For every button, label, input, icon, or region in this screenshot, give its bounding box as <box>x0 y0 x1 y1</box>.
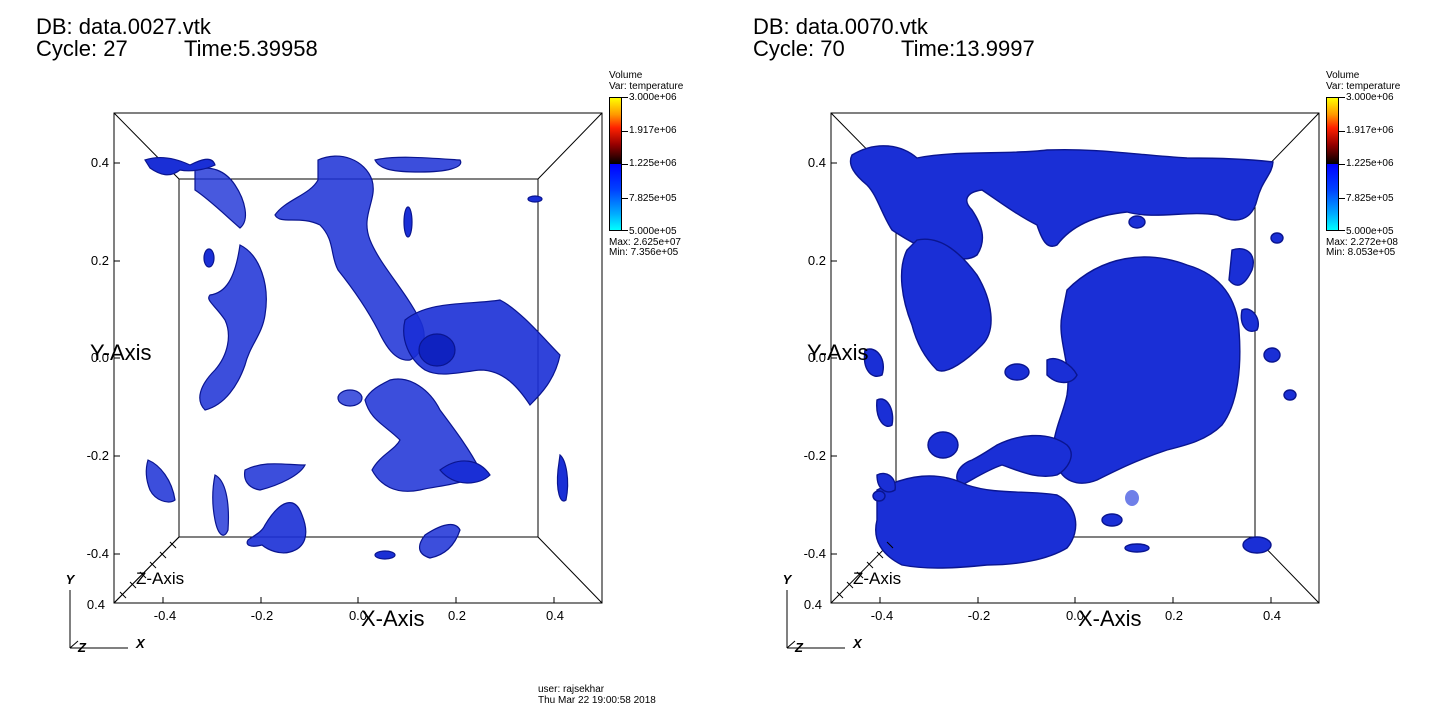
x-tick-label: -0.2 <box>251 608 273 623</box>
colorbar-tick: 1.917e+06 <box>1346 125 1394 136</box>
cycle-time-label: Cycle: 27 Time:5.39958 <box>36 36 318 61</box>
x-tick-label: -0.2 <box>968 608 990 623</box>
colorbar-tick: 1.917e+06 <box>629 125 677 136</box>
y-tick-label: -0.2 <box>804 448 826 463</box>
z-axis-title: Z-Axis <box>136 569 184 588</box>
legend-max: Max: 2.272e+08 <box>1326 237 1398 248</box>
x-tick-label: 0.4 <box>1263 608 1281 623</box>
triad-x-label: X <box>852 636 863 651</box>
volume-render-scene[interactable]: 0.4 0.2 0.0 -0.2 -0.4 -0.4 -0.2 0.0 0.2 … <box>0 0 717 717</box>
time-label: Time:13.9997 <box>901 36 1035 61</box>
x-axis-title: X-Axis <box>1078 606 1142 631</box>
triad-labels: Y X Z <box>783 572 863 655</box>
colorbar-tick: 3.000e+06 <box>629 92 677 103</box>
x-axis-title: X-Axis <box>361 606 425 631</box>
footer-user: user: rajsekhar <box>538 684 605 695</box>
colorbar-tick: 3.000e+06 <box>1346 92 1394 103</box>
y-tick-label: 0.2 <box>91 253 109 268</box>
colorbar <box>609 97 622 231</box>
visualization-window-right[interactable]: DB: data.0070.vtk Cycle: 70 Time:13.9997 <box>717 0 1434 717</box>
colorbar <box>1326 97 1339 231</box>
x-tick-label: -0.4 <box>154 608 176 623</box>
x-tick-label: 0.4 <box>546 608 564 623</box>
colorbar-tick: 5.000e+05 <box>629 226 677 237</box>
cycle-label: Cycle: 70 <box>753 36 845 61</box>
orientation-triad <box>786 590 845 649</box>
triad-x-label: X <box>135 636 146 651</box>
database-label: DB: data.0027.vtk <box>36 14 211 39</box>
y-tick-labels: 0.4 0.2 0.0 -0.2 -0.4 <box>804 155 826 561</box>
legend-min: Min: 8.053e+05 <box>1326 247 1396 258</box>
cycle-time-label: Cycle: 70 Time:13.9997 <box>753 36 1035 61</box>
axis-tickmarks <box>114 162 555 603</box>
x-tick-label: -0.4 <box>871 608 893 623</box>
legend-variable: Var: temperature <box>1326 81 1401 92</box>
volume-render-scene[interactable]: 0.4 0.2 0.0 -0.2 -0.4 -0.4 -0.2 0.0 0.2 … <box>717 0 1434 717</box>
triad-y-label: Y <box>66 572 76 587</box>
triad-z-label: Z <box>77 640 87 655</box>
orientation-triad <box>69 590 128 649</box>
y-tick-label: -0.2 <box>87 448 109 463</box>
legend-variable: Var: temperature <box>609 81 684 92</box>
z-axis-ticks <box>113 536 180 604</box>
cycle-label: Cycle: 27 <box>36 36 128 61</box>
y-tick-label: 0.2 <box>808 253 826 268</box>
y-tick-label: 0.0 <box>808 350 826 365</box>
colorbar-tick: 1.225e+06 <box>1346 158 1394 169</box>
legend-title: Volume <box>609 70 643 81</box>
y-tick-label: -0.4 <box>804 546 826 561</box>
temperature-volume <box>144 155 569 560</box>
z-axis-title: Z-Axis <box>853 569 901 588</box>
triad-y-label: Y <box>783 572 793 587</box>
y-axis-title: Y-Axis <box>807 340 869 365</box>
x-tick-labels: -0.4 -0.2 0.0 0.2 0.4 <box>871 608 1281 623</box>
y-axis-title: Y-Axis <box>90 340 152 365</box>
x-tick-labels: -0.4 -0.2 0.0 0.2 0.4 <box>154 608 564 623</box>
y-tick-label: 0.0 <box>91 350 109 365</box>
legend-title: Volume <box>1326 70 1360 81</box>
z-axis-ticks <box>836 541 894 599</box>
x-tick-label: 0.2 <box>1165 608 1183 623</box>
triad-labels: Y X Z <box>66 572 146 655</box>
axis-tickmarks <box>831 162 1272 603</box>
y-tick-labels: 0.4 0.2 0.0 -0.2 -0.4 <box>87 155 109 561</box>
database-label: DB: data.0070.vtk <box>753 14 928 39</box>
colorbar-tick: 7.825e+05 <box>629 193 677 204</box>
x-tick-label: 0.0 <box>349 608 367 623</box>
legend-min: Min: 7.356e+05 <box>609 247 679 258</box>
time-label: Time:5.39958 <box>184 36 318 61</box>
corner-tick-label: 0.4 <box>87 597 105 612</box>
x-tick-label: 0.0 <box>1066 608 1084 623</box>
colorbar-tick: 7.825e+05 <box>1346 193 1394 204</box>
colorbar-tick: 5.000e+05 <box>1346 226 1394 237</box>
legend-max: Max: 2.625e+07 <box>609 237 681 248</box>
visualization-window-left[interactable]: DB: data.0027.vtk Cycle: 27 Time:5.39958 <box>0 0 717 717</box>
footer-date: Thu Mar 22 19:00:58 2018 <box>538 695 656 706</box>
temperature-volume <box>849 145 1297 569</box>
y-tick-label: 0.4 <box>808 155 826 170</box>
y-tick-label: -0.4 <box>87 546 109 561</box>
colorbar-tick: 1.225e+06 <box>629 158 677 169</box>
triad-z-label: Z <box>794 640 804 655</box>
corner-tick-label: 0.4 <box>804 597 822 612</box>
x-tick-label: 0.2 <box>448 608 466 623</box>
y-tick-label: 0.4 <box>91 155 109 170</box>
